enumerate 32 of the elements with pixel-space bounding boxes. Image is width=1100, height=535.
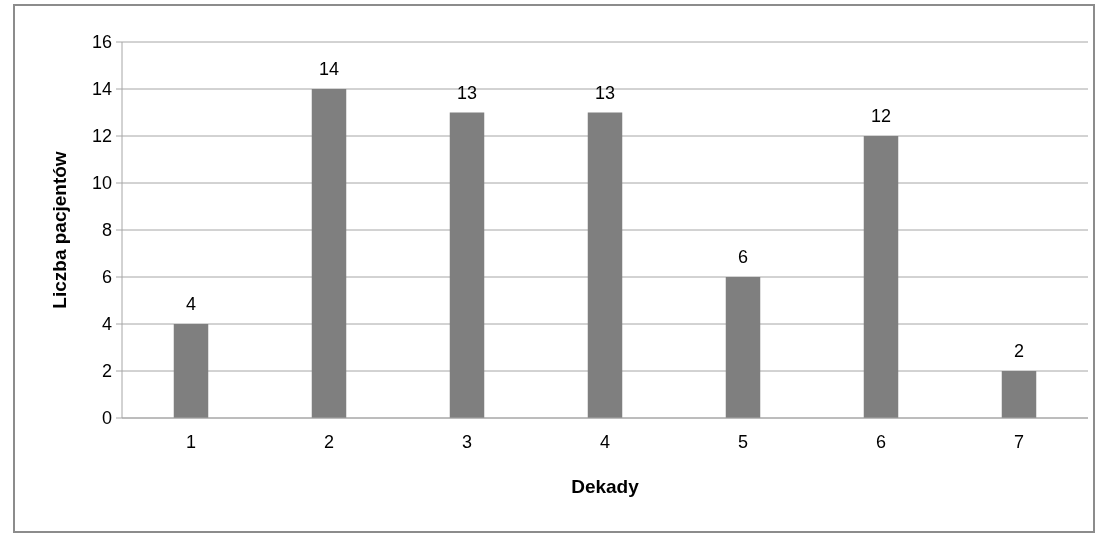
y-axis-title: Liczba pacjentów — [49, 151, 70, 309]
x-tick-label: 5 — [737, 432, 749, 452]
data-label: 6 — [737, 247, 749, 267]
y-tick-label: 0 — [101, 408, 112, 429]
y-tick-label: 12 — [91, 126, 112, 147]
y-tick-label: 6 — [101, 267, 112, 288]
bar — [587, 112, 623, 418]
bar — [725, 277, 761, 418]
x-tick-label: 4 — [599, 432, 611, 452]
bar — [1001, 371, 1037, 418]
data-label: 13 — [594, 82, 616, 103]
data-label: 4 — [185, 294, 197, 314]
data-label: 2 — [1013, 341, 1025, 361]
data-label: 14 — [318, 59, 340, 79]
x-tick-label: 7 — [1013, 432, 1025, 452]
y-tick-label: 10 — [91, 173, 112, 194]
data-label: 13 — [456, 82, 478, 103]
y-tick-label: 4 — [101, 314, 112, 335]
bar — [449, 112, 485, 418]
y-tick-label: 2 — [101, 361, 112, 382]
x-tick-label: 6 — [875, 432, 887, 452]
bar — [311, 89, 347, 418]
x-tick-label: 3 — [461, 432, 473, 452]
data-label: 12 — [870, 106, 892, 126]
bar — [173, 324, 209, 418]
y-tick-label: 16 — [91, 32, 112, 53]
x-axis-title: Dekady — [571, 476, 640, 497]
y-tick-label: 8 — [101, 220, 112, 241]
bar — [863, 136, 899, 418]
x-tick-label: 2 — [323, 432, 335, 452]
y-tick-label: 14 — [91, 79, 112, 100]
x-tick-label: 1 — [185, 432, 197, 452]
